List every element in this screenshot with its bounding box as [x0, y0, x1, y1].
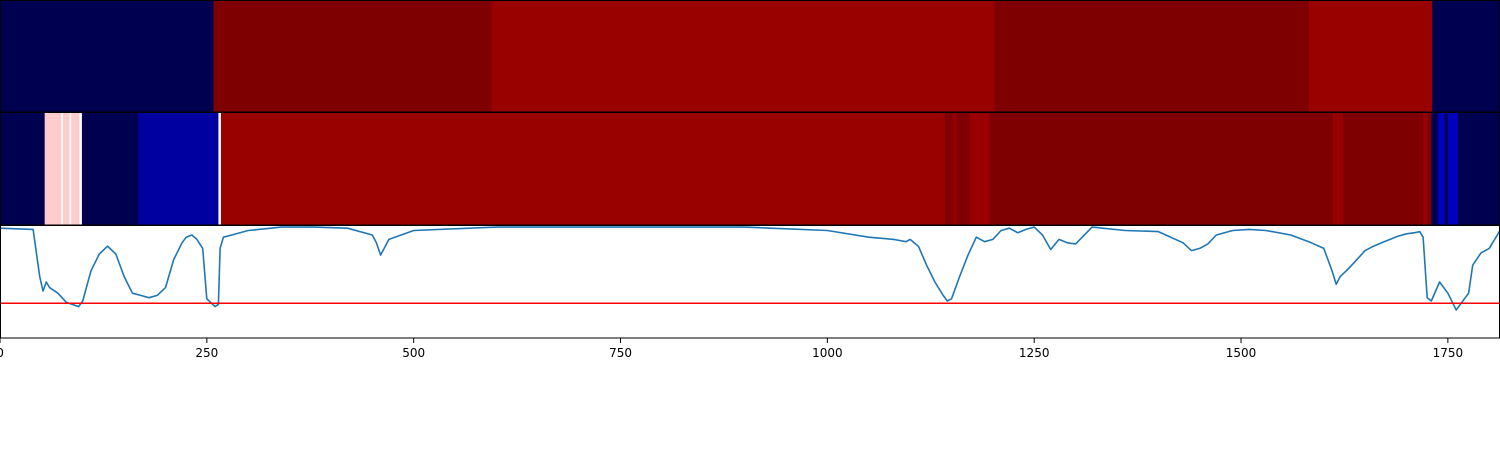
middle-band-segment-10: [220, 113, 946, 225]
top-band-segment-5: [1432, 1, 1500, 112]
middle-band-segment-23: [1447, 113, 1459, 225]
line-panel-background: [0, 226, 1500, 338]
middle-band-segment-1: [44, 113, 62, 225]
middle-band-segment-11: [944, 113, 954, 225]
x-tick-label-0: 0: [0, 346, 4, 360]
x-tick-label-5: 1250: [1019, 346, 1050, 360]
heatmap-band-middle: [0, 113, 1500, 225]
middle-band-segment-6: [79, 113, 83, 225]
middle-band-segment-21: [1437, 113, 1446, 225]
x-axis: 0 250 500 750 1000 1250 1500 1750: [0, 338, 1463, 360]
x-tick-label-7: 1750: [1433, 346, 1464, 360]
middle-band-segment-16: [1332, 113, 1344, 225]
middle-band-segment-2: [61, 113, 64, 225]
middle-band-segment-15: [989, 113, 1334, 225]
x-tick-label-6: 1500: [1226, 346, 1257, 360]
top-band-segment-3: [994, 1, 1310, 112]
middle-band-segment-9: [218, 113, 222, 225]
line-panel: [0, 226, 1500, 338]
middle-band-segment-19: [1427, 113, 1432, 225]
middle-band-segment-3: [62, 113, 71, 225]
middle-band-segment-17: [1342, 113, 1424, 225]
middle-band-segment-24: [1457, 113, 1464, 225]
middle-band-segment-14: [969, 113, 991, 225]
middle-band-segment-20: [1431, 113, 1439, 225]
middle-band-segment-25: [1462, 113, 1500, 225]
x-tick-label-2: 500: [402, 346, 425, 360]
middle-band-segment-7: [81, 113, 139, 225]
middle-band-segment-22: [1444, 113, 1449, 225]
top-band-segment-4: [1308, 1, 1433, 112]
x-tick-label-3: 750: [609, 346, 632, 360]
middle-band-segment-4: [69, 113, 72, 225]
x-tick-label-1: 250: [195, 346, 218, 360]
middle-band-segment-5: [71, 113, 81, 225]
heatmap-band-top: [0, 1, 1500, 112]
series-line: [0, 226, 1500, 311]
middle-band-segment-13: [956, 113, 971, 225]
top-band-segment-1: [213, 1, 493, 112]
x-tick-label-4: 1000: [812, 346, 843, 360]
middle-band-segment-8: [138, 113, 220, 225]
top-band-segment-2: [491, 1, 996, 112]
middle-band-segment-0: [0, 113, 46, 225]
middle-band-segment-18: [1423, 113, 1428, 225]
middle-band-segment-12: [953, 113, 958, 225]
top-band-segment-0: [0, 1, 215, 112]
